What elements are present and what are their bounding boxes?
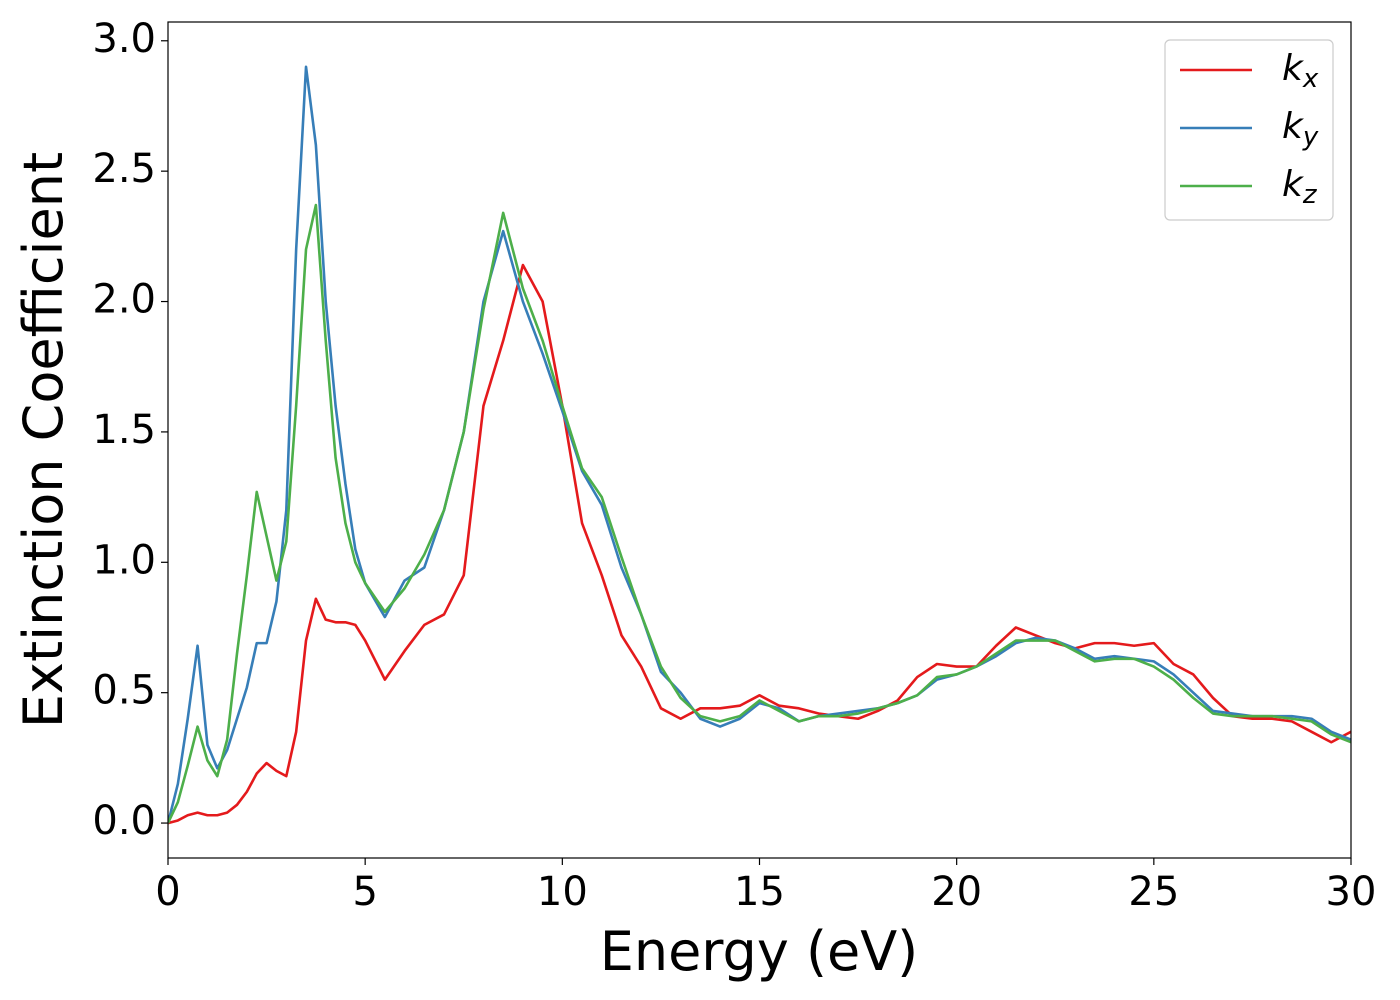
x-tick-label: 0	[155, 869, 180, 915]
y-tick-label: 0.5	[92, 668, 156, 714]
legend-label: ky	[1282, 106, 1319, 152]
y-tick-label: 2.0	[92, 277, 156, 323]
y-tick-label: 1.0	[92, 537, 156, 583]
x-tick-label: 5	[352, 869, 377, 915]
y-tick-label: 2.5	[92, 146, 156, 192]
data-line	[168, 263, 1351, 825]
x-tick-label: 30	[1326, 869, 1377, 915]
y-tick-label: 1.5	[92, 407, 156, 453]
x-tick-label: 10	[537, 869, 588, 915]
data-line	[168, 203, 1351, 824]
legend-box	[1164, 39, 1334, 221]
x-axis-label: Energy (eV)	[600, 920, 919, 983]
x-tick-label: 15	[734, 869, 785, 915]
x-tick-label: 20	[931, 869, 982, 915]
y-tick-label: 3.0	[92, 16, 156, 62]
y-tick-label: 0.0	[92, 798, 156, 844]
data-line	[168, 65, 1351, 824]
legend-label: kx	[1282, 48, 1319, 94]
y-axis-label: Extinction Coefficient	[12, 152, 75, 728]
x-tick-label: 25	[1128, 869, 1179, 915]
plot-frame	[167, 21, 1352, 859]
legend-label: kz	[1282, 164, 1318, 210]
